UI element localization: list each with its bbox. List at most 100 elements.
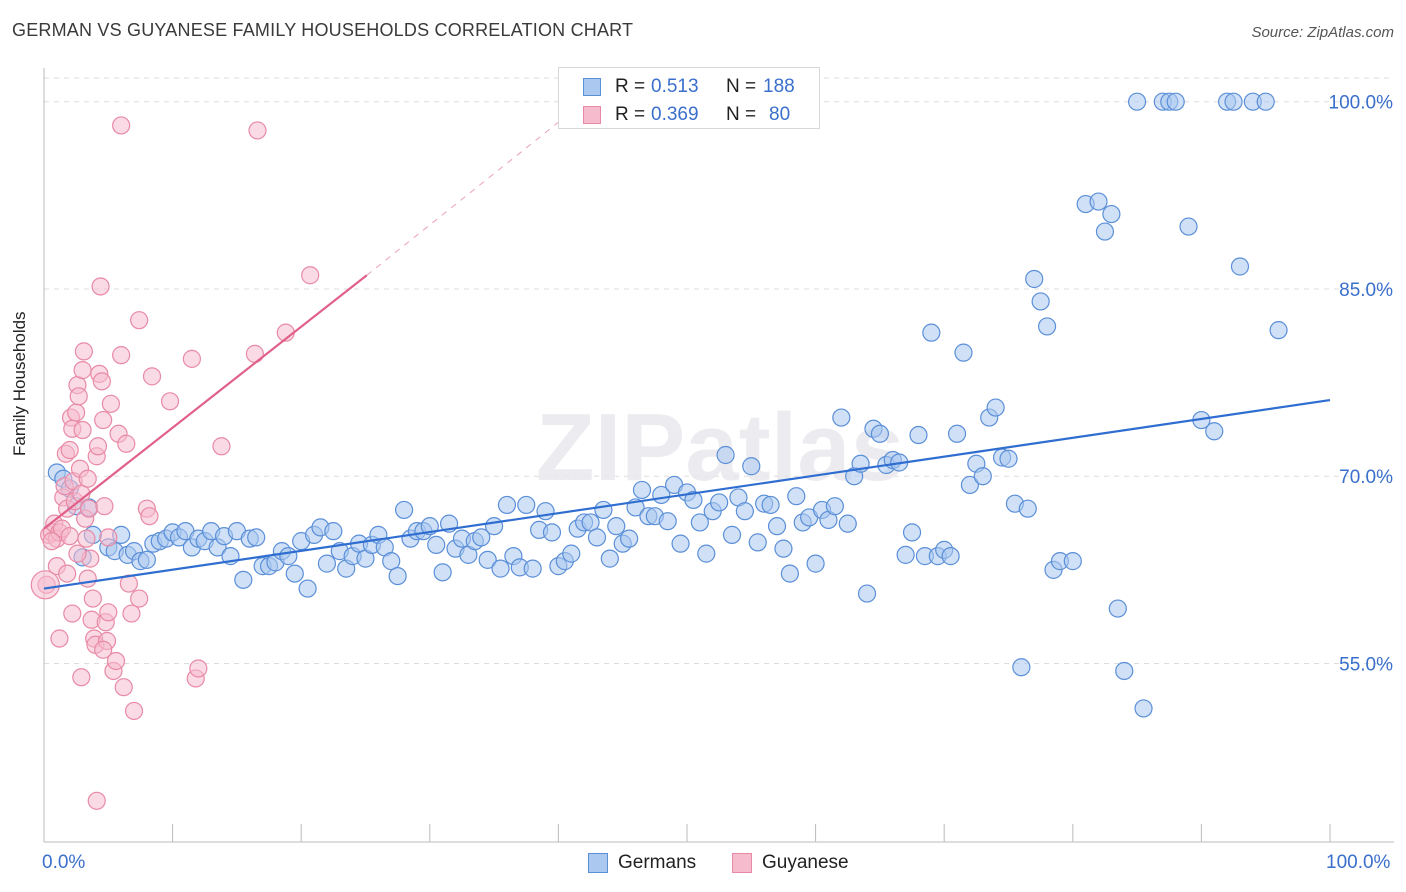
germans-legend-icon [588, 853, 608, 873]
german-point [491, 559, 510, 578]
german-point [1018, 499, 1037, 518]
german-point [1108, 599, 1127, 618]
germans-swatch-icon [583, 78, 601, 96]
guyanese-point [72, 668, 91, 687]
x-tick-label-min: 0.0% [42, 852, 86, 873]
german-point [1224, 92, 1243, 111]
german-point [960, 475, 980, 495]
german-point [742, 457, 761, 476]
german-point [774, 539, 793, 558]
y-tick-label: 70.0% [1339, 467, 1393, 488]
german-point [902, 523, 922, 542]
guyanese-point [91, 277, 110, 296]
guyanese-legend-icon [732, 853, 752, 873]
german-point [388, 566, 407, 586]
german-point [947, 424, 967, 443]
guyanese-r-value: 0.369 [651, 104, 699, 125]
chart-source: Source: ZipAtlas.com [1251, 24, 1394, 41]
guyanese-point [88, 437, 108, 456]
german-point [279, 547, 298, 566]
guyanese-point [78, 469, 97, 488]
german-point [1095, 222, 1115, 241]
german-point [234, 570, 253, 589]
guyanese-point [77, 529, 96, 548]
german-point [941, 547, 960, 566]
german-point [285, 564, 304, 583]
guyanese-point [68, 544, 87, 563]
germans-n-label: N = [726, 76, 757, 97]
guyanese-r-label: R = [615, 104, 646, 125]
german-point [324, 522, 343, 541]
german-point [620, 529, 639, 548]
german-point [999, 449, 1018, 468]
guyanese-point [95, 497, 114, 516]
german-point [986, 398, 1005, 417]
german-point [1012, 658, 1031, 677]
german-point [137, 550, 156, 569]
guyanese-point [112, 346, 131, 365]
german-point [607, 517, 626, 536]
german-point [832, 408, 851, 427]
guyanese-trend-extension [366, 101, 585, 276]
guyanese-point [101, 394, 120, 413]
german-point [587, 528, 607, 547]
guyanese-point [69, 387, 88, 406]
german-point [1205, 422, 1224, 441]
x-tick-label-max: 100.0% [1326, 852, 1391, 873]
german-point [761, 495, 780, 515]
guyanese-point [142, 367, 162, 386]
y-tick-label: 55.0% [1339, 654, 1393, 675]
german-point [1102, 204, 1121, 224]
german-point [247, 528, 266, 547]
german-point [394, 500, 414, 520]
german-point [632, 480, 652, 500]
guyanese-point [99, 528, 118, 547]
guyanese-point [94, 410, 113, 430]
german-point [478, 550, 497, 569]
german-point [806, 554, 825, 573]
german-point [1127, 92, 1147, 111]
german-point [787, 487, 806, 506]
german-point [838, 514, 857, 533]
guyanese-point [99, 603, 118, 622]
stats-row-guyanese: R = 0.369 N = 80 [559, 101, 819, 129]
guyanese-point [73, 420, 92, 440]
german-point [1269, 321, 1288, 340]
guyanese-point [189, 659, 208, 678]
guyanese-point [130, 589, 149, 608]
german-point [690, 513, 709, 532]
chart-title: GERMAN VS GUYANESE FAMILY HOUSEHOLDS COR… [12, 20, 634, 40]
german-point [485, 517, 504, 536]
german-point [973, 467, 992, 486]
german-point [382, 552, 401, 571]
german-point [1025, 269, 1044, 289]
guyanese-n-value: 80 [769, 104, 791, 125]
guyanese-point [92, 372, 111, 391]
guyanese-point [114, 678, 133, 697]
german-point [922, 323, 941, 342]
legend-item-germans[interactable]: Germans [588, 852, 696, 874]
stats-row-germans: R = 0.513 N = 188 [559, 73, 819, 101]
legend-label-guyanese: Guyanese [762, 852, 849, 873]
guyanese-point [60, 440, 79, 460]
german-point [317, 554, 337, 573]
german-point [748, 533, 767, 552]
german-point [1179, 217, 1198, 236]
german-point [517, 495, 536, 515]
german-point [658, 512, 677, 531]
legend-item-guyanese[interactable]: Guyanese [732, 852, 849, 874]
guyanese-point [248, 121, 267, 140]
guyanese-point [30, 570, 60, 600]
german-point [497, 495, 517, 515]
german-point [909, 425, 928, 445]
guyanese-point [124, 701, 144, 721]
guyanese-point [130, 311, 149, 330]
stats-legend: R = 0.513 N = 188 R = 0.369 N = 80 [558, 67, 820, 129]
german-point [722, 525, 742, 544]
guyanese-point [94, 640, 113, 659]
german-point [1037, 317, 1057, 336]
german-point [1134, 699, 1153, 718]
german-point [523, 559, 542, 578]
guyanese-swatch-icon [583, 106, 601, 124]
